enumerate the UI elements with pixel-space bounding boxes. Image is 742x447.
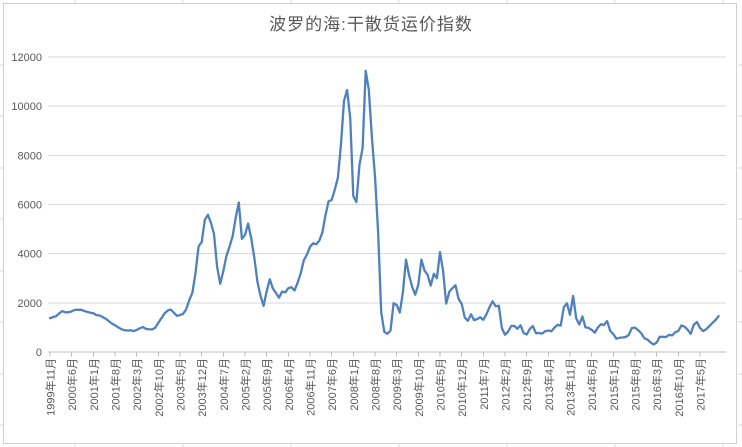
y-tick-label: 8000	[18, 150, 42, 162]
x-tick-label: 2014年6月	[585, 358, 599, 411]
x-tick-label: 2008年8月	[369, 358, 383, 411]
x-tick-label: 1999年11月	[44, 358, 58, 416]
x-tick-label: 2007年6月	[325, 358, 339, 411]
y-tick-label: 12000	[11, 52, 42, 64]
x-tick-label: 2008年1月	[347, 358, 361, 411]
y-tick-label: 10000	[11, 101, 42, 113]
x-tick-label: 2009年3月	[390, 358, 404, 411]
x-tick-label: 2006年4月	[282, 358, 296, 411]
x-tick-label: 2005年9月	[260, 358, 274, 411]
x-tick-label: 2012年9月	[520, 358, 534, 411]
x-tick-label: 2003年5月	[174, 358, 188, 411]
x-tick-label: 2009年10月	[412, 358, 426, 417]
x-tick-label: 2006年11月	[304, 358, 318, 416]
x-tick-label: 2010年12月	[455, 358, 469, 417]
x-tick-label: 2015年8月	[629, 358, 643, 411]
y-tick-label: 0	[36, 347, 42, 359]
chart-border	[3, 3, 737, 444]
x-tick-label: 2010年5月	[434, 358, 448, 411]
x-tick-label: 2001年8月	[109, 358, 123, 411]
x-tick-label: 2000年6月	[65, 358, 79, 411]
x-tick-label: 2002年3月	[130, 358, 144, 411]
x-tick-label: 2013年4月	[542, 358, 556, 411]
x-tick-label: 2005年2月	[239, 358, 253, 411]
y-tick-label: 4000	[18, 249, 42, 261]
x-tick-label: 2017年5月	[694, 358, 708, 411]
x-tick-label: 2016年3月	[650, 358, 664, 411]
y-tick-label: 2000	[18, 298, 42, 310]
x-tick-label: 2004年7月	[217, 358, 231, 411]
x-tick-label: 2015年1月	[607, 358, 621, 411]
x-tick-label: 2016年10月	[672, 358, 686, 417]
x-tick-label: 2012年2月	[499, 358, 513, 411]
y-tick-label: 6000	[18, 200, 42, 212]
x-tick-label: 2011年7月	[477, 358, 491, 410]
x-tick-label: 2003年12月	[195, 358, 209, 417]
x-tick-label: 2013年11月	[564, 358, 578, 416]
bdi-series-line	[48, 69, 720, 346]
x-tick-label: 2002年10月	[152, 358, 166, 417]
x-tick-label: 2001年1月	[87, 358, 101, 411]
